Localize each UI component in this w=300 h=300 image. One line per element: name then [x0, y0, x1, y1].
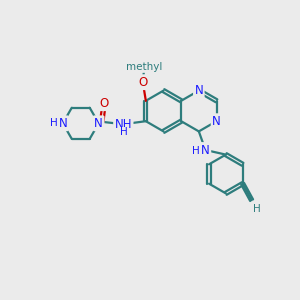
Text: H: H	[50, 118, 58, 128]
Text: H: H	[253, 204, 261, 214]
Text: methyl: methyl	[126, 61, 163, 72]
Text: methyl: methyl	[126, 61, 163, 72]
Text: N: N	[94, 117, 103, 130]
Text: N: N	[194, 84, 203, 97]
Text: H: H	[192, 146, 200, 157]
Text: N: N	[201, 143, 210, 157]
Text: N: N	[212, 115, 221, 128]
Text: H: H	[120, 127, 128, 137]
Text: NH: NH	[115, 118, 132, 131]
Text: O: O	[100, 97, 109, 110]
Text: O: O	[138, 76, 148, 89]
Text: N: N	[58, 117, 67, 130]
